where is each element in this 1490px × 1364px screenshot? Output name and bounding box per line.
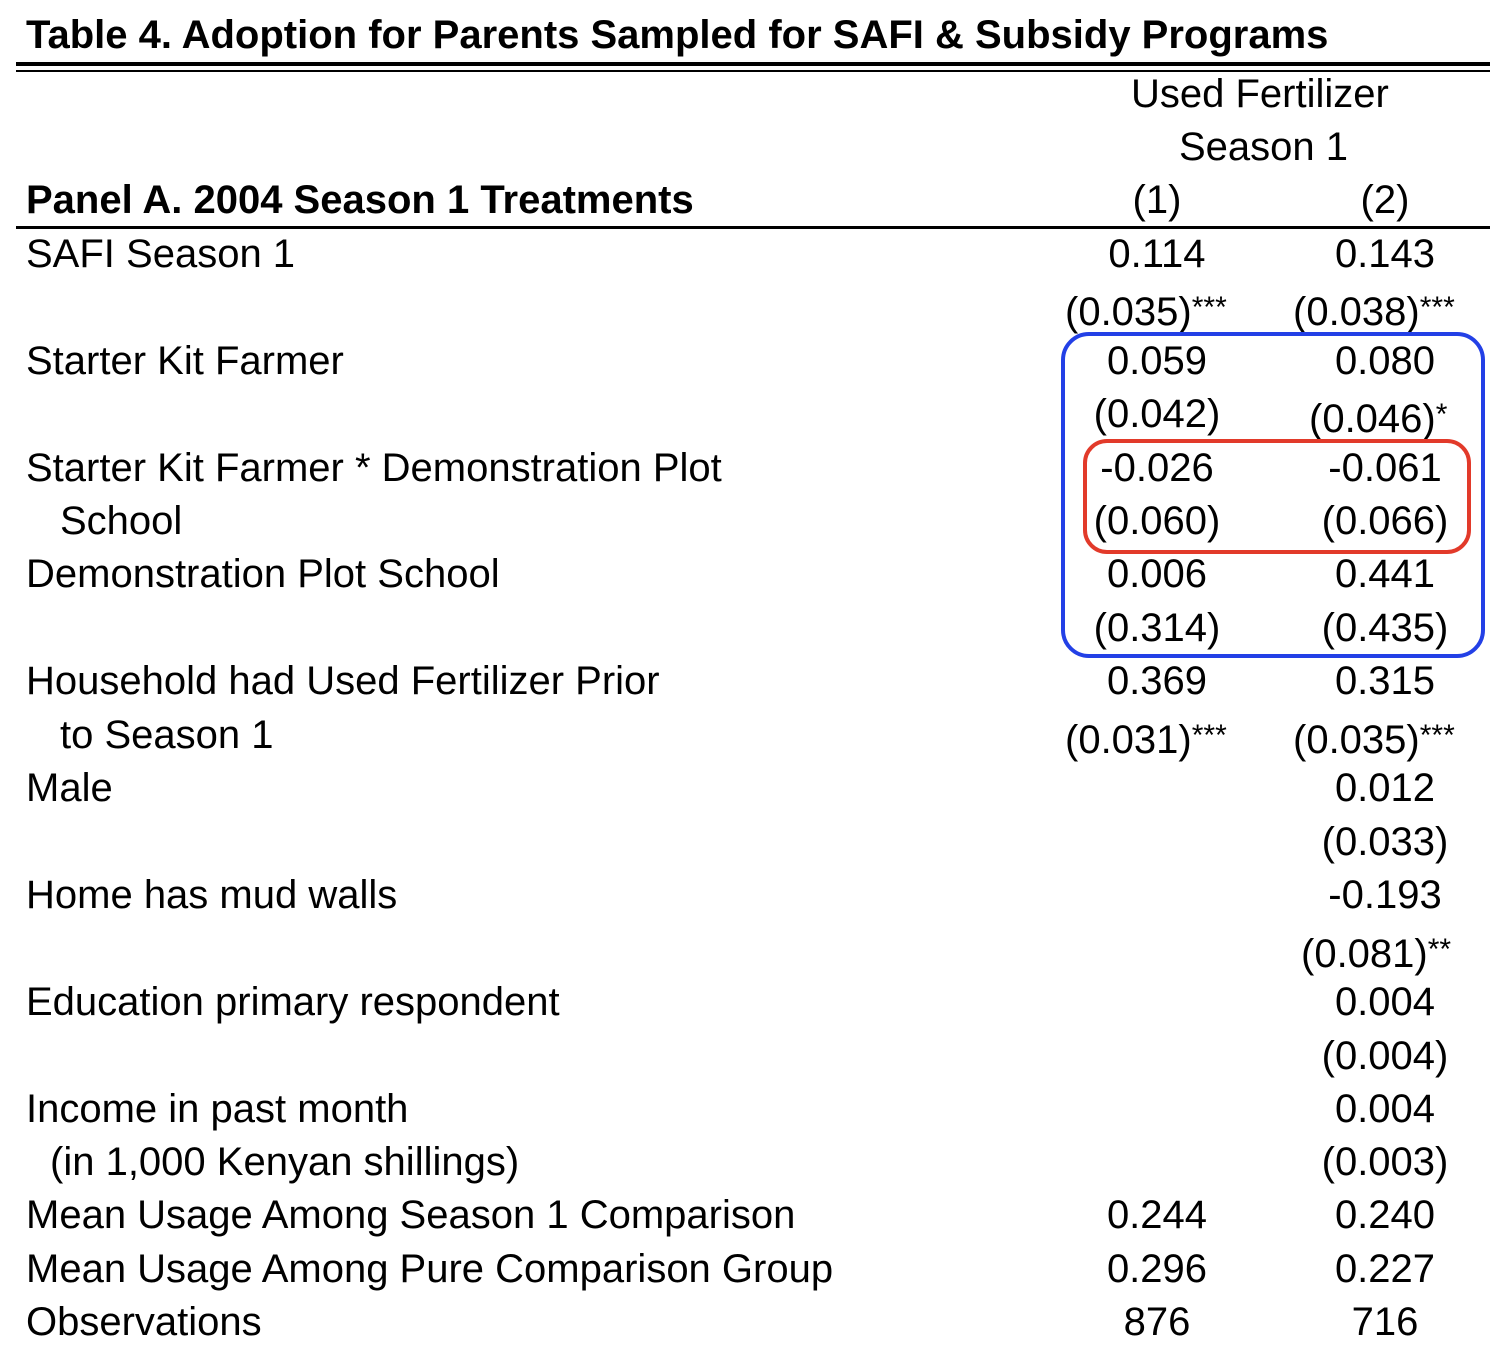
se-mud-c2: (0.081)** (1301, 932, 1452, 976)
row-label-safi: SAFI Season 1 (26, 232, 296, 276)
mean-pure-c1: 0.296 (1106, 1247, 1208, 1291)
se-safi-c2: (0.038)*** (1293, 290, 1455, 334)
row-label-income-cont: (in 1,000 Kenyan shillings) (50, 1140, 520, 1184)
se-starter-demo-c2: (0.066) (1321, 499, 1449, 543)
table-title: Table 4. Adoption for Parents Sampled fo… (26, 13, 1329, 57)
top-rule-thick (16, 62, 1490, 66)
coef-safi-c1: 0.114 (1108, 232, 1206, 276)
se-prior-c2: (0.035)*** (1293, 718, 1455, 762)
obs-c1: 876 (1123, 1300, 1191, 1344)
row-label-starter-demo-cont: School (60, 499, 183, 543)
column-1-header: (1) (1132, 178, 1182, 222)
se-safi-c1: (0.035)*** (1065, 290, 1227, 334)
coef-prior-c2: 0.315 (1334, 659, 1436, 703)
coef-starter-demo-c1: -0.026 (1100, 446, 1214, 490)
se-demo-c2: (0.435) (1321, 606, 1449, 650)
se-prior-c1: (0.031)*** (1065, 718, 1227, 762)
coef-demo-c1: 0.006 (1106, 552, 1208, 596)
se-edu-c2: (0.004) (1321, 1034, 1449, 1078)
row-label-starter-demo: Starter Kit Farmer * Demonstration Plot (26, 446, 722, 490)
row-label-prior: Household had Used Fertilizer Prior (26, 659, 660, 703)
row-label-male: Male (26, 766, 113, 810)
coef-starter-c1: 0.059 (1106, 339, 1208, 383)
row-label-edu: Education primary respondent (26, 980, 560, 1024)
coef-male-c2: 0.012 (1334, 766, 1436, 810)
stars-prior-c2: *** (1419, 719, 1455, 752)
stars-safi-c1: *** (1191, 291, 1227, 324)
row-label-demo: Demonstration Plot School (26, 552, 500, 596)
se-starter-c2: (0.046)* (1309, 397, 1448, 441)
row-label-mud: Home has mud walls (26, 873, 398, 917)
column-2-header: (2) (1360, 178, 1410, 222)
row-label-mean-pure: Mean Usage Among Pure Comparison Group (26, 1247, 834, 1291)
row-label-income: Income in past month (26, 1087, 409, 1131)
coef-starter-demo-c2: -0.061 (1328, 446, 1442, 490)
stars-prior-c1: *** (1191, 719, 1227, 752)
top-rule-thin (16, 70, 1490, 72)
stars-safi-c2: *** (1419, 291, 1455, 324)
row-label-prior-cont: to Season 1 (60, 713, 274, 757)
header-rule (16, 226, 1490, 229)
se-demo-c1: (0.314) (1093, 606, 1221, 650)
row-label-obs: Observations (26, 1300, 262, 1344)
coef-prior-c1: 0.369 (1106, 659, 1208, 703)
coef-starter-c2: 0.080 (1334, 339, 1436, 383)
obs-c2: 716 (1351, 1300, 1419, 1344)
stars-mud-c2: ** (1427, 933, 1452, 966)
dep-var-label-line1: Used Fertilizer (1131, 72, 1389, 116)
coef-income-c2: 0.004 (1334, 1087, 1436, 1131)
highlight-box-red (1083, 439, 1471, 554)
coef-edu-c2: 0.004 (1334, 980, 1436, 1024)
mean-s1-c2: 0.240 (1334, 1193, 1436, 1237)
mean-pure-c2: 0.227 (1334, 1247, 1436, 1291)
se-starter-c1: (0.042) (1093, 392, 1221, 436)
row-label-starter: Starter Kit Farmer (26, 339, 344, 383)
se-starter-demo-c1: (0.060) (1093, 499, 1221, 543)
stars-starter-c2: * (1435, 398, 1448, 431)
se-male-c2: (0.033) (1321, 820, 1449, 864)
mean-s1-c1: 0.244 (1106, 1193, 1208, 1237)
coef-mud-c2: -0.193 (1328, 873, 1442, 917)
panel-heading: Panel A. 2004 Season 1 Treatments (26, 178, 694, 222)
dep-var-label-line2: Season 1 (1179, 125, 1349, 169)
row-label-mean-s1: Mean Usage Among Season 1 Comparison (26, 1193, 796, 1237)
coef-demo-c2: 0.441 (1334, 552, 1436, 596)
coef-safi-c2: 0.143 (1334, 232, 1436, 276)
se-income-c2: (0.003) (1321, 1140, 1449, 1184)
highlight-box-blue (1061, 332, 1485, 658)
